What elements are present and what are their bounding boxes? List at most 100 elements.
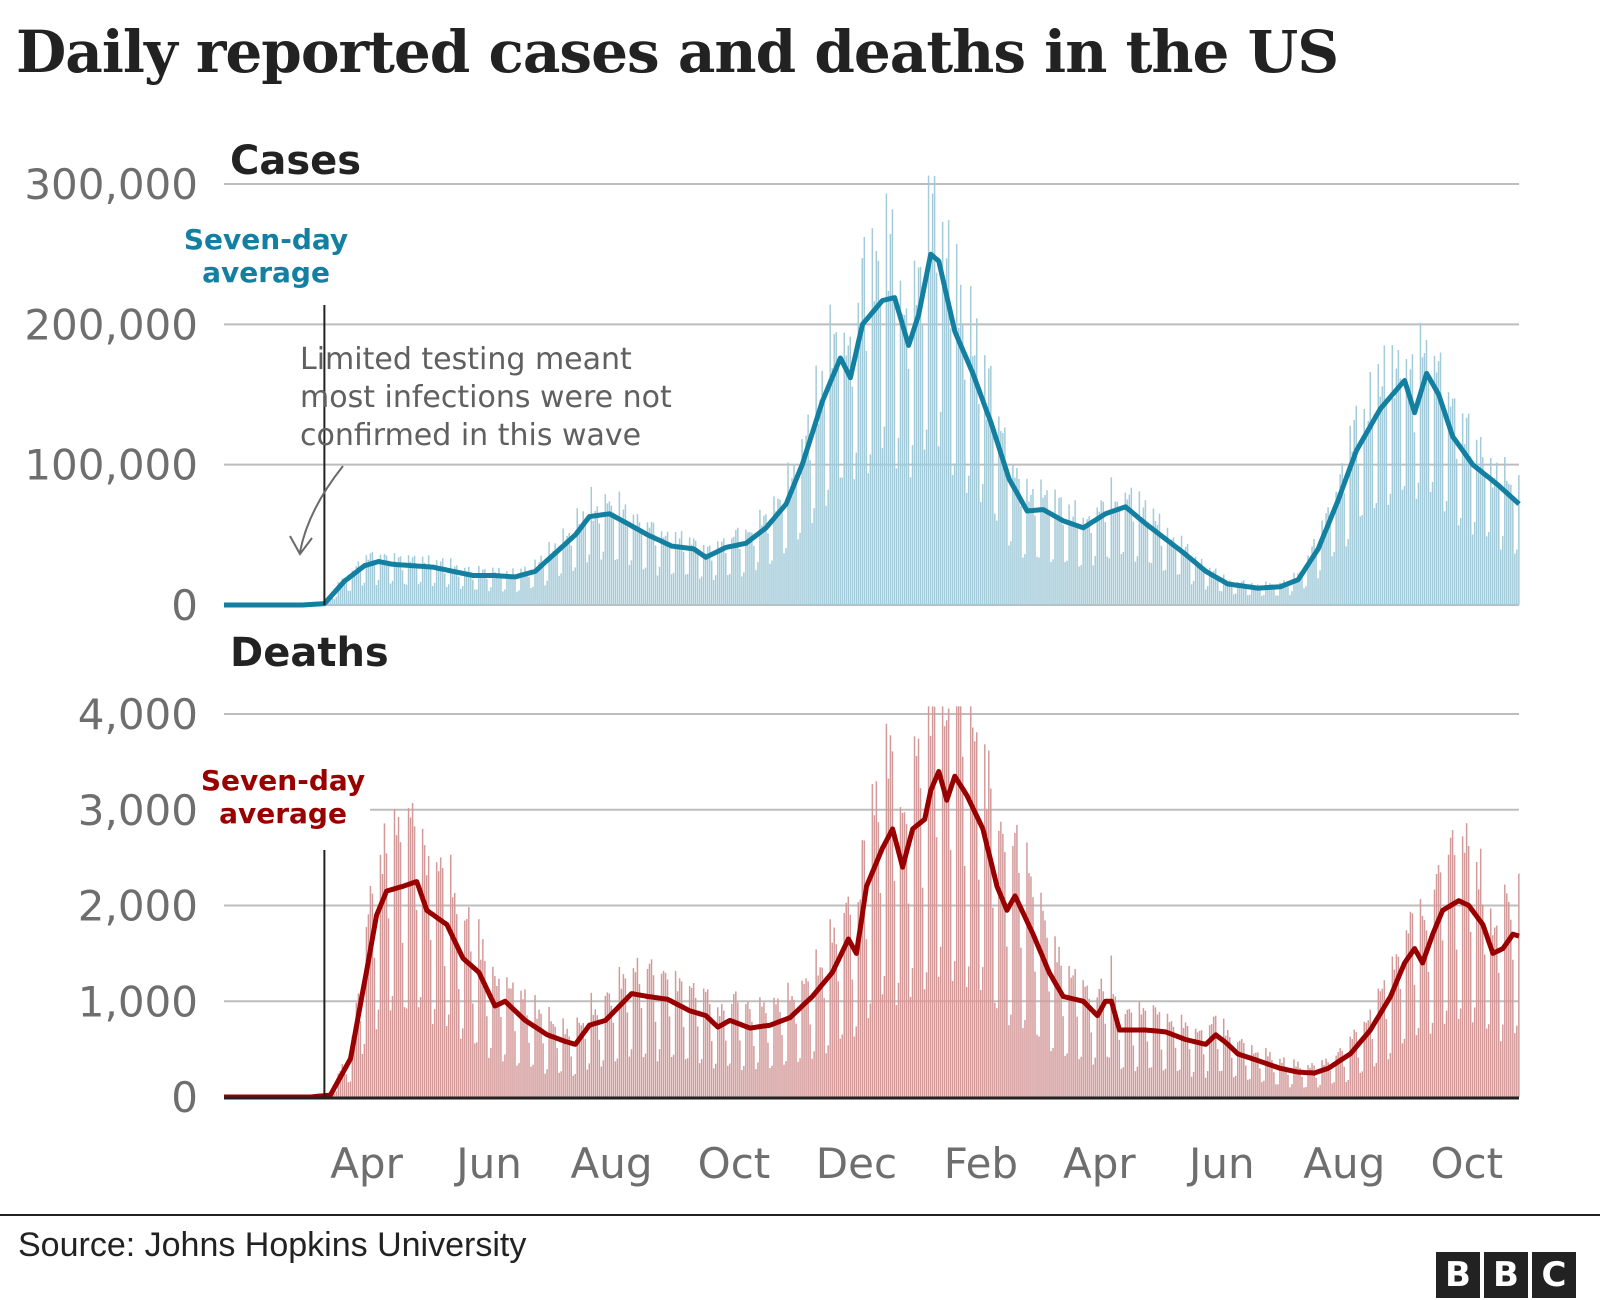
cases-daily-bar	[381, 564, 384, 605]
deaths-daily-bar	[688, 986, 691, 1097]
cases-daily-bar	[992, 430, 994, 605]
cases-daily-bar	[494, 572, 496, 605]
deaths-daily-bar	[1411, 913, 1414, 1097]
deaths-daily-bar	[391, 995, 394, 1097]
deaths-daily-bar	[498, 978, 500, 1097]
deaths-daily-bar	[737, 1002, 739, 1097]
cases-daily-bar	[969, 286, 972, 605]
cases-daily-bar	[1040, 479, 1042, 605]
cases-daily-bar	[727, 574, 729, 605]
cases-daily-bar	[690, 544, 693, 605]
cases-daily-bar	[988, 368, 990, 605]
cases-daily-bar	[1064, 562, 1066, 605]
deaths-daily-bar	[1273, 1072, 1275, 1097]
cases-daily-bar	[556, 551, 558, 605]
deaths-daily-bar	[1389, 1053, 1392, 1097]
deaths-daily-bar	[516, 1065, 518, 1097]
cases-daily-bar	[373, 564, 376, 605]
cases-daily-bar	[1375, 503, 1378, 605]
cases-daily-bar	[1393, 398, 1396, 605]
deaths-daily-bar	[431, 1024, 434, 1097]
cases-daily-bar	[1210, 573, 1213, 605]
cases-daily-bar	[712, 579, 715, 605]
cases-daily-bar	[933, 176, 936, 605]
cases-daily-bar	[797, 539, 799, 605]
cases-daily-bar	[451, 569, 454, 605]
deaths-daily-bar	[1180, 1014, 1183, 1097]
deaths-daily-bar	[759, 997, 761, 1097]
deaths-daily-bar	[1132, 1045, 1135, 1097]
deaths-daily-bar	[907, 903, 910, 1097]
deaths-daily-bar	[437, 871, 440, 1097]
deaths-daily-bar	[1112, 994, 1115, 1097]
deaths-daily-bar	[512, 982, 514, 1097]
cases-daily-bar	[648, 527, 651, 605]
deaths-daily-bar	[1228, 1037, 1231, 1097]
bbc-logo-letter: B	[1484, 1252, 1528, 1298]
deaths-daily-bar	[502, 1061, 504, 1097]
cases-daily-bar	[1080, 565, 1082, 605]
cases-daily-bar	[1184, 546, 1187, 605]
cases-daily-bar	[1504, 456, 1506, 605]
cases-daily-bar	[1092, 565, 1094, 605]
cases-daily-bar	[644, 567, 647, 605]
deaths-daily-bar	[1130, 1012, 1133, 1097]
cases-panel-title: Cases	[230, 138, 361, 184]
cases-daily-bar	[785, 548, 787, 605]
cases-daily-bar	[1058, 498, 1060, 605]
deaths-daily-bar	[723, 1010, 725, 1097]
deaths-daily-bar	[484, 960, 486, 1097]
cases-daily-bar	[1144, 500, 1147, 605]
cases-daily-bar	[1381, 386, 1384, 605]
deaths-daily-bar	[566, 1028, 568, 1097]
cases-daily-bar	[1311, 546, 1313, 605]
deaths-daily-bar	[761, 1006, 763, 1097]
deaths-daily-bar	[650, 959, 653, 1097]
cases-daily-bar	[431, 586, 434, 605]
deaths-daily-bar	[978, 879, 980, 1097]
deaths-daily-bar	[1373, 1066, 1376, 1097]
deaths-daily-bar	[955, 706, 958, 1097]
cases-daily-bar	[464, 567, 466, 605]
deaths-daily-bar	[891, 751, 894, 1097]
deaths-panel-title: Deaths	[230, 630, 389, 676]
cases-daily-bar	[863, 236, 866, 605]
deaths-daily-bar	[1138, 1001, 1141, 1097]
cases-daily-bar	[1498, 484, 1500, 605]
cases-daily-bar	[821, 370, 823, 605]
cases-daily-bar	[853, 479, 856, 605]
deaths-daily-bar	[1399, 989, 1402, 1097]
cases-daily-bar	[801, 438, 803, 605]
deaths-daily-bar	[1413, 984, 1416, 1097]
deaths-daily-bar	[875, 781, 878, 1097]
cases-daily-bar	[1361, 515, 1363, 605]
deaths-daily-bar	[1295, 1066, 1297, 1097]
cases-daily-bar	[1038, 557, 1040, 605]
deaths-daily-bar	[1000, 821, 1002, 1097]
deaths-daily-bar	[1439, 872, 1442, 1097]
cases-daily-bar	[474, 589, 476, 605]
deaths-daily-bar	[785, 1061, 787, 1097]
deaths-daily-bars	[323, 706, 1520, 1097]
deaths-daily-bar	[1263, 1080, 1265, 1097]
cases-daily-bar	[789, 492, 791, 605]
cases-daily-bar	[1477, 472, 1480, 605]
cases-daily-bar	[1439, 352, 1442, 605]
cases-daily-bar	[1467, 413, 1470, 605]
deaths-daily-bar	[1469, 931, 1472, 1097]
cases-daily-bar	[923, 449, 926, 605]
cases-daily-bar	[369, 553, 372, 605]
deaths-daily-bar	[1479, 848, 1482, 1097]
deaths-daily-bar	[873, 815, 876, 1097]
deaths-daily-bar	[506, 977, 508, 1097]
deaths-daily-bar	[1467, 845, 1470, 1097]
deaths-daily-bar	[520, 990, 522, 1097]
cases-daily-bar	[837, 362, 839, 605]
cases-daily-bar	[618, 491, 621, 605]
cases-daily-bar	[574, 567, 576, 605]
deaths-daily-bar	[1518, 873, 1520, 1097]
deaths-daily-bar	[1224, 1035, 1227, 1097]
deaths-daily-bar	[1461, 836, 1464, 1097]
deaths-daily-bar	[809, 1024, 811, 1097]
cases-daily-bar	[1259, 588, 1261, 605]
